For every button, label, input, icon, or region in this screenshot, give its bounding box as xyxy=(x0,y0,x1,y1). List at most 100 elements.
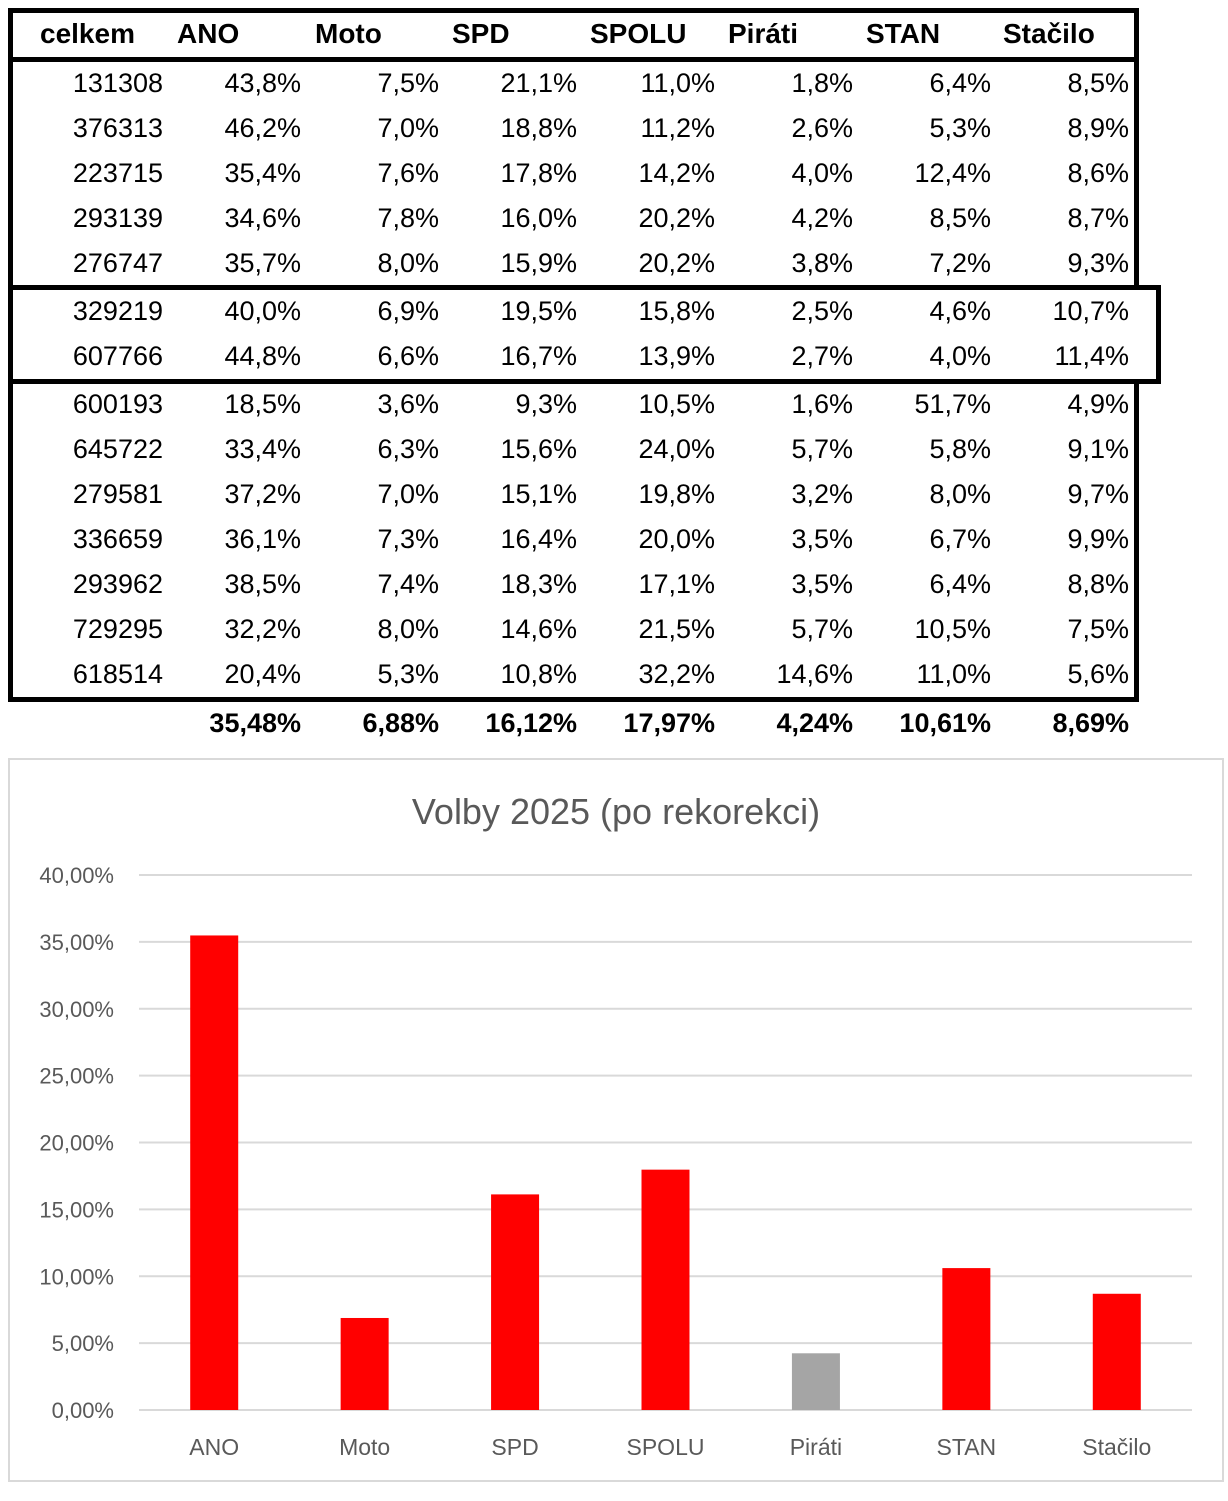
total-cell: 35,48% xyxy=(209,708,301,738)
table-cell: 3,2% xyxy=(791,479,853,509)
table-cell: 293962 xyxy=(72,569,163,599)
table-cell: 37,2% xyxy=(224,479,301,509)
table-cell: 7,8% xyxy=(377,203,439,233)
table-cell: 5,8% xyxy=(929,434,991,464)
table-cell: 51,7% xyxy=(914,389,991,419)
table-cell: 35,7% xyxy=(224,248,301,278)
x-tick-label: Piráti xyxy=(790,1434,842,1460)
table-cell: 15,6% xyxy=(500,434,577,464)
table-cell: 7,5% xyxy=(1067,614,1129,644)
table-cell: 9,3% xyxy=(515,389,577,419)
bar-stan xyxy=(942,1268,991,1410)
bar-spolu xyxy=(641,1169,690,1410)
table-cell: 6,6% xyxy=(377,341,439,371)
total-cell: 17,97% xyxy=(623,708,715,738)
bar-chart: Volby 2025 (po rekorekci) 0,00% 5,00% 10,0… xyxy=(8,758,1224,1482)
table-cell: 35,4% xyxy=(224,158,301,188)
table-cell: 32,2% xyxy=(638,659,715,689)
table-cell: 10,5% xyxy=(914,614,991,644)
chart-svg: Volby 2025 (po rekorekci) 0,00% 5,00% 10,0… xyxy=(39,791,1192,1460)
table-cell: 16,4% xyxy=(500,524,577,554)
table-cell: 32,2% xyxy=(224,614,301,644)
x-tick-label: Moto xyxy=(339,1434,390,1460)
table-cell: 18,5% xyxy=(224,389,301,419)
bar-moto xyxy=(340,1317,389,1410)
table-cell: 17,1% xyxy=(638,569,715,599)
table-cell: 46,2% xyxy=(224,113,301,143)
table-cell: 16,7% xyxy=(500,341,577,371)
table-cell: 14,6% xyxy=(776,659,853,689)
table-cell: 9,1% xyxy=(1067,434,1129,464)
y-tick-label: 0,00% xyxy=(52,1398,114,1423)
table-cell: 8,9% xyxy=(1067,113,1129,143)
table-cell: 38,5% xyxy=(224,569,301,599)
table-cell: 2,6% xyxy=(791,113,853,143)
column-header: celkem xyxy=(40,18,135,49)
table-cell: 3,5% xyxy=(791,569,853,599)
y-tick-label: 35,00% xyxy=(39,930,114,955)
column-header: STAN xyxy=(866,18,941,49)
table-cell: 14,2% xyxy=(638,158,715,188)
column-header: Piráti xyxy=(728,18,799,49)
table-cell: 34,6% xyxy=(224,203,301,233)
table-cell: 8,0% xyxy=(929,479,991,509)
table-cell: 11,2% xyxy=(640,113,715,143)
table-cell: 16,0% xyxy=(500,203,577,233)
table-cell: 44,8% xyxy=(224,341,301,371)
table-cell: 8,7% xyxy=(1067,203,1129,233)
table-cell: 15,1% xyxy=(500,479,577,509)
table-cell: 3,6% xyxy=(377,389,439,419)
total-cell: 4,24% xyxy=(776,708,853,738)
table-cell: 329219 xyxy=(72,296,163,326)
x-tick-label: ANO xyxy=(189,1434,239,1460)
total-cell: 10,61% xyxy=(899,708,991,738)
table-cell: 336659 xyxy=(72,524,163,554)
table-cell: 6,4% xyxy=(929,68,991,98)
table-cell: 5,3% xyxy=(377,659,439,689)
total-cell: 6,88% xyxy=(362,708,439,738)
table-cell: 7,0% xyxy=(377,113,439,143)
table-cell: 1,6% xyxy=(791,389,853,419)
table-cell: 7,0% xyxy=(377,479,439,509)
table-cell: 7,3% xyxy=(377,524,439,554)
table-cell: 4,0% xyxy=(791,158,853,188)
table-cell: 19,5% xyxy=(500,296,577,326)
chart-title: Volby 2025 (po rekorekci) xyxy=(412,791,820,832)
table-cell: 10,7% xyxy=(1052,296,1129,326)
table-cell: 12,4% xyxy=(914,158,991,188)
bar-stačilo xyxy=(1092,1293,1141,1410)
table-cell: 15,8% xyxy=(638,296,715,326)
table-cell: 5,6% xyxy=(1067,659,1129,689)
table-cell: 21,5% xyxy=(638,614,715,644)
table-cell: 600193 xyxy=(72,389,163,419)
y-tick-label: 25,00% xyxy=(39,1064,114,1089)
table-cell: 17,8% xyxy=(500,158,577,188)
table-cell: 4,2% xyxy=(791,203,853,233)
table-cell: 15,9% xyxy=(500,248,577,278)
table-cell: 18,8% xyxy=(500,113,577,143)
table-cell: 40,0% xyxy=(224,296,301,326)
column-header: ANO xyxy=(177,18,240,49)
table-cell: 7,6% xyxy=(377,158,439,188)
table-cell: 18,3% xyxy=(500,569,577,599)
table-cell: 24,0% xyxy=(638,434,715,464)
y-tick-label: 5,00% xyxy=(52,1331,114,1356)
table-cell: 11,4% xyxy=(1054,341,1129,371)
table-cell: 7,5% xyxy=(377,68,439,98)
table-cell: 131308 xyxy=(72,68,163,98)
table-cell: 8,0% xyxy=(377,248,439,278)
table-cell: 6,7% xyxy=(929,524,991,554)
bar-spd xyxy=(491,1194,540,1410)
x-tick-label: SPOLU xyxy=(627,1434,705,1460)
table-cell: 7,2% xyxy=(929,248,991,278)
table-cell: 9,7% xyxy=(1067,479,1129,509)
table-cell: 8,5% xyxy=(1067,68,1129,98)
table-cell: 14,6% xyxy=(500,614,577,644)
table-cell: 11,0% xyxy=(640,68,715,98)
column-header: SPOLU xyxy=(590,18,687,49)
table-cell: 293139 xyxy=(72,203,163,233)
table-cell: 8,0% xyxy=(377,614,439,644)
x-tick-label: SPD xyxy=(491,1434,538,1460)
table-cell: 20,0% xyxy=(638,524,715,554)
table-cell: 5,7% xyxy=(791,434,853,464)
